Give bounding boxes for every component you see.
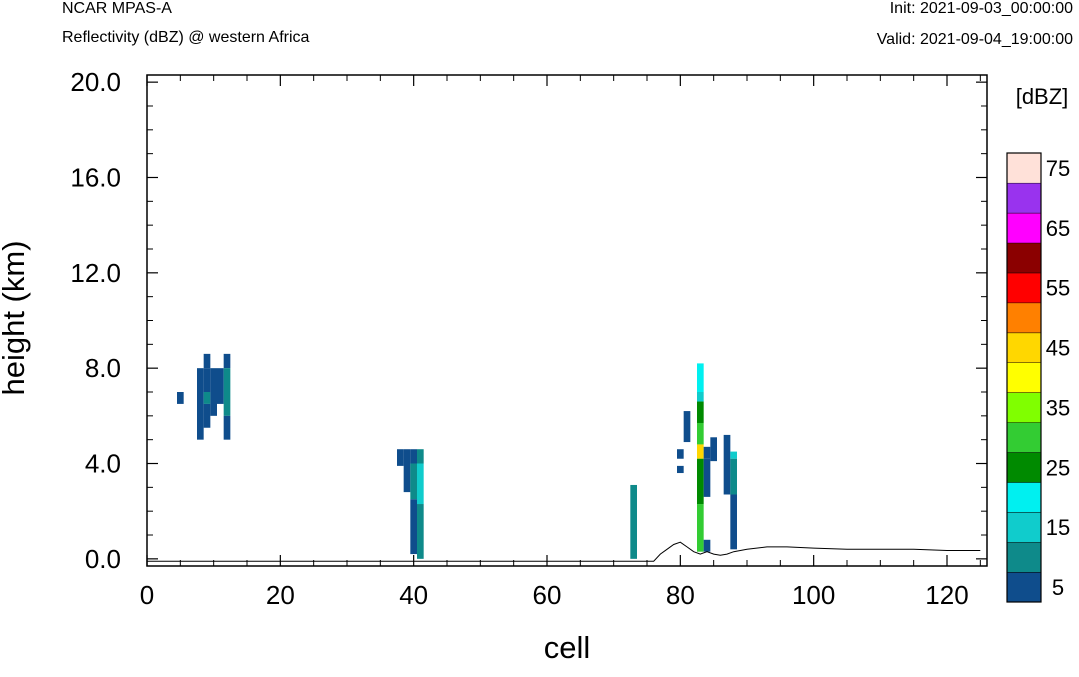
colorbar-box: [1007, 422, 1041, 453]
terrain-line: [147, 541, 981, 562]
x-tick-label: 60: [533, 580, 562, 610]
colorbar-box: [1007, 392, 1041, 423]
reflectivity-cell: [217, 368, 224, 404]
init-time: Init: 2021-09-03_00:00:00: [889, 0, 1073, 17]
y-tick-label: 12.0: [70, 258, 121, 288]
reflectivity-cell: [683, 411, 691, 443]
chart-subtitle: Reflectivity (dBZ) @ western Africa: [62, 29, 310, 46]
reflectivity-cells: [177, 353, 737, 559]
reflectivity-cell: [203, 392, 211, 404]
y-tick-labels: 0.0 4.0 8.0 12.0 16.0 20.0: [70, 67, 121, 574]
reflectivity-cell: [710, 437, 717, 462]
reflectivity-cell: [397, 449, 404, 466]
x-tick-label: 20: [266, 580, 295, 610]
x-tick-label: 120: [925, 580, 968, 610]
reflectivity-cell: [730, 451, 737, 459]
colorbar-box: [1007, 212, 1041, 243]
reflectivity-cell: [730, 494, 737, 550]
colorbar-label: 15: [1046, 515, 1070, 540]
colorbar-box: [1007, 572, 1041, 602]
colorbar-box: [1007, 242, 1041, 273]
reflectivity-cell: [703, 539, 711, 552]
reflectivity-cell: [417, 449, 424, 464]
terrain-polyline: [147, 541, 981, 562]
reflectivity-cell: [677, 465, 684, 474]
model-title: NCAR MPAS-A: [62, 0, 172, 17]
reflectivity-cell: [723, 463, 731, 495]
reflectivity-cell: [697, 504, 704, 552]
reflectivity-cell: [697, 458, 704, 505]
reflectivity-cell: [697, 444, 704, 459]
reflectivity-cell: [630, 484, 637, 559]
reflectivity-cell: [223, 368, 231, 416]
reflectivity-cell: [210, 368, 217, 416]
reflectivity-cell: [410, 449, 417, 464]
colorbar-box: [1007, 272, 1041, 303]
colorbar-box: [1007, 512, 1041, 543]
colorbar-box: [1007, 482, 1041, 513]
x-tick-label: 80: [666, 580, 695, 610]
reflectivity-cell: [703, 458, 711, 497]
x-tick-labels: 0 20 40 60 80 100 120: [140, 580, 969, 610]
y-axis-label: height (km): [0, 240, 31, 395]
reflectivity-cell: [697, 392, 704, 402]
colorbar-label: 35: [1046, 395, 1070, 420]
x-axis-label: cell: [544, 630, 591, 665]
x-tick-label: 40: [399, 580, 428, 610]
valid-time: Valid: 2021-09-04_19:00:00: [876, 31, 1073, 48]
plot-frame: [146, 74, 988, 567]
colorbar-box: [1007, 332, 1041, 363]
reflectivity-cell: [223, 415, 231, 440]
y-tick-label: 0.0: [85, 544, 121, 574]
colorbar-box: [1007, 452, 1041, 483]
reflectivity-cell: [723, 434, 731, 464]
colorbar-label: 45: [1046, 336, 1070, 361]
y-tick-label: 4.0: [85, 449, 121, 479]
colorbar-box: [1007, 362, 1041, 393]
reflectivity-cell: [203, 403, 211, 428]
x-tick-label: 0: [140, 580, 154, 610]
colorbar-label: 65: [1046, 216, 1070, 241]
reflectivity-cell: [417, 463, 424, 505]
reflectivity-cell: [697, 363, 704, 392]
reflectivity-cell: [703, 446, 711, 459]
reflectivity-cell: [677, 449, 684, 459]
y-tick-label: 16.0: [70, 162, 121, 192]
colorbar-label: 5: [1052, 575, 1064, 600]
reflectivity-cell: [417, 504, 424, 559]
colorbar-box: [1007, 302, 1041, 333]
reflectivity-cell: [197, 368, 204, 440]
reflectivity-cell: [730, 458, 737, 495]
reflectivity-cell: [223, 353, 231, 369]
colorbar-label: 25: [1046, 455, 1070, 480]
colorbar-box: [1007, 153, 1041, 183]
reflectivity-cell: [177, 392, 184, 404]
colorbar-box: [1007, 182, 1041, 213]
reflectivity-cell: [203, 368, 211, 392]
reflectivity-cell: [697, 422, 704, 445]
y-tick-label: 20.0: [70, 67, 121, 97]
reflectivity-cell: [410, 499, 417, 555]
colorbar-labels: 5 15 25 35 45 55 65 75: [1046, 156, 1070, 600]
x-tick-label: 100: [792, 580, 835, 610]
reflectivity-cell: [410, 463, 417, 500]
colorbar-label: 75: [1046, 156, 1070, 181]
reflectivity-cell: [403, 449, 411, 493]
colorbar-box: [1007, 542, 1041, 573]
colorbar: [1006, 152, 1042, 603]
reflectivity-cell: [697, 401, 704, 423]
colorbar-label: 55: [1046, 276, 1070, 301]
colorbar-frame: [1006, 152, 1042, 603]
colorbar-unit: [dBZ]: [1016, 84, 1069, 109]
axis-ticks: [146, 75, 987, 566]
y-tick-label: 8.0: [85, 353, 121, 383]
reflectivity-cell: [203, 353, 211, 369]
